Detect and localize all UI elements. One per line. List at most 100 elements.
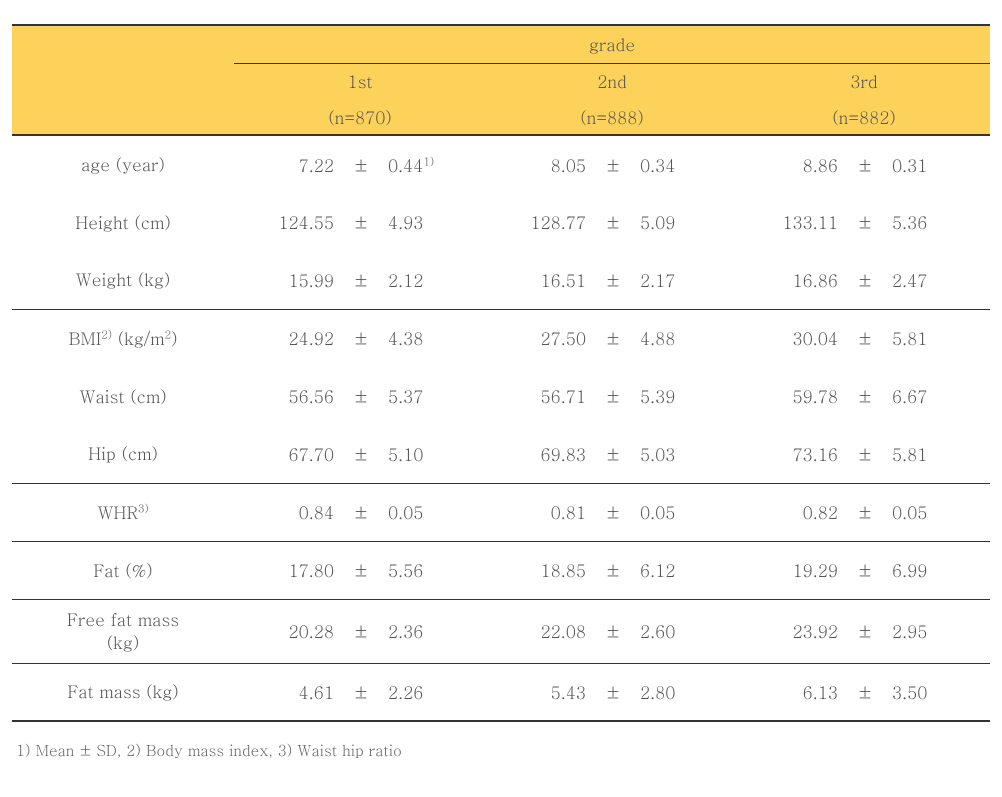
plus-minus-icon: ±	[338, 135, 384, 193]
cell-mean: 20.28	[234, 599, 338, 663]
cell-mean: 59.78	[738, 367, 842, 425]
row-label: Waist (cm)	[12, 367, 234, 425]
plus-minus-icon: ±	[338, 483, 384, 541]
table-row: age (year)7.22±0.441)8.05±0.348.86±0.31	[12, 135, 990, 193]
header-blank	[12, 25, 234, 135]
cell-mean: 73.16	[738, 425, 842, 483]
cell-sd: 5.09	[636, 193, 738, 251]
cell-sd: 5.39	[636, 367, 738, 425]
table-body: age (year)7.22±0.441)8.05±0.348.86±0.31H…	[12, 135, 990, 721]
cell-mean: 56.71	[486, 367, 590, 425]
plus-minus-icon: ±	[338, 541, 384, 599]
header-group-1-n: (n=870)	[234, 99, 486, 135]
plus-minus-icon: ±	[842, 193, 888, 251]
plus-minus-icon: ±	[590, 367, 636, 425]
row-label: WHR3)	[12, 483, 234, 541]
cell-sd: 2.36	[384, 599, 486, 663]
cell-sd: 4.88	[636, 309, 738, 367]
row-label: Fat mass (kg)	[12, 663, 234, 721]
row-label: Free fat mass(kg)	[12, 599, 234, 663]
row-label: BMI2) (kg/m2)	[12, 309, 234, 367]
plus-minus-icon: ±	[842, 599, 888, 663]
plus-minus-icon: ±	[338, 663, 384, 721]
cell-sd: 5.10	[384, 425, 486, 483]
header-group-2-n: (n=888)	[486, 99, 738, 135]
cell-sd: 2.17	[636, 251, 738, 309]
cell-mean: 23.92	[738, 599, 842, 663]
cell-sd: 2.12	[384, 251, 486, 309]
cell-sd: 0.05	[384, 483, 486, 541]
cell-mean: 7.22	[234, 135, 338, 193]
table-header: grade 1st 2nd 3rd (n=870) (n=888) (n=882…	[12, 25, 990, 135]
table-row: Free fat mass(kg)20.28±2.3622.08±2.6023.…	[12, 599, 990, 663]
row-label: Height (cm)	[12, 193, 234, 251]
plus-minus-icon: ±	[590, 483, 636, 541]
cell-sd: 0.34	[636, 135, 738, 193]
cell-mean: 56.56	[234, 367, 338, 425]
cell-sd: 2.60	[636, 599, 738, 663]
plus-minus-icon: ±	[842, 541, 888, 599]
table-row: WHR3)0.84±0.050.81±0.050.82±0.05	[12, 483, 990, 541]
plus-minus-icon: ±	[842, 425, 888, 483]
cell-mean: 30.04	[738, 309, 842, 367]
cell-mean: 0.82	[738, 483, 842, 541]
cell-mean: 16.51	[486, 251, 590, 309]
row-label: age (year)	[12, 135, 234, 193]
cell-sd: 5.81	[888, 309, 990, 367]
cell-mean: 8.05	[486, 135, 590, 193]
plus-minus-icon: ±	[590, 135, 636, 193]
table-row: Hip (cm)67.70±5.1069.83±5.0373.16±5.81	[12, 425, 990, 483]
plus-minus-icon: ±	[590, 251, 636, 309]
cell-sd: 2.47	[888, 251, 990, 309]
plus-minus-icon: ±	[842, 135, 888, 193]
header-group-2-label: 2nd	[486, 63, 738, 99]
plus-minus-icon: ±	[338, 193, 384, 251]
cell-mean: 69.83	[486, 425, 590, 483]
cell-sd: 5.36	[888, 193, 990, 251]
plus-minus-icon: ±	[842, 483, 888, 541]
cell-sd: 0.31	[888, 135, 990, 193]
cell-sd: 5.37	[384, 367, 486, 425]
plus-minus-icon: ±	[842, 309, 888, 367]
header-span-title: grade	[234, 25, 990, 63]
table-row: Fat (%)17.80±5.5618.85±6.1219.29±6.99	[12, 541, 990, 599]
cell-sd: 5.03	[636, 425, 738, 483]
cell-mean: 124.55	[234, 193, 338, 251]
row-label: Fat (%)	[12, 541, 234, 599]
cell-mean: 17.80	[234, 541, 338, 599]
cell-sd: 6.12	[636, 541, 738, 599]
cell-sd: 0.05	[888, 483, 990, 541]
plus-minus-icon: ±	[590, 541, 636, 599]
plus-minus-icon: ±	[338, 425, 384, 483]
cell-mean: 24.92	[234, 309, 338, 367]
plus-minus-icon: ±	[590, 599, 636, 663]
cell-mean: 8.86	[738, 135, 842, 193]
plus-minus-icon: ±	[590, 663, 636, 721]
cell-sd: 3.50	[888, 663, 990, 721]
cell-mean: 128.77	[486, 193, 590, 251]
cell-mean: 16.86	[738, 251, 842, 309]
table-row: Fat mass (kg)4.61±2.265.43±2.806.13±3.50	[12, 663, 990, 721]
cell-sd: 5.56	[384, 541, 486, 599]
cell-mean: 6.13	[738, 663, 842, 721]
row-label: Weight (kg)	[12, 251, 234, 309]
plus-minus-icon: ±	[842, 663, 888, 721]
table-row: Weight (kg)15.99±2.1216.51±2.1716.86±2.4…	[12, 251, 990, 309]
cell-mean: 67.70	[234, 425, 338, 483]
summary-table: grade 1st 2nd 3rd (n=870) (n=888) (n=882…	[12, 24, 990, 722]
footnotes: 1) Mean ± SD 2) Body mass index 3) Waist…	[12, 740, 990, 761]
cell-mean: 0.81	[486, 483, 590, 541]
cell-sd: 0.05	[636, 483, 738, 541]
cell-mean: 4.61	[234, 663, 338, 721]
cell-mean: 18.85	[486, 541, 590, 599]
cell-mean: 15.99	[234, 251, 338, 309]
cell-mean: 0.84	[234, 483, 338, 541]
plus-minus-icon: ±	[590, 309, 636, 367]
cell-sd: 5.81	[888, 425, 990, 483]
plus-minus-icon: ±	[590, 193, 636, 251]
cell-sd: 0.441)	[384, 135, 486, 193]
cell-mean: 133.11	[738, 193, 842, 251]
header-group-3-n: (n=882)	[738, 99, 990, 135]
cell-sd: 2.26	[384, 663, 486, 721]
plus-minus-icon: ±	[842, 367, 888, 425]
